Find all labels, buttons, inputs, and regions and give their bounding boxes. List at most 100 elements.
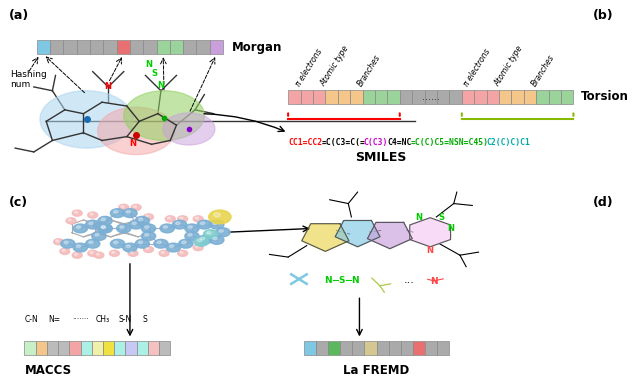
Circle shape <box>200 222 205 225</box>
Bar <box>486 90 499 104</box>
Text: N=: N= <box>48 315 60 324</box>
Circle shape <box>60 248 70 255</box>
Text: N: N <box>157 80 164 90</box>
Text: C(C3): C(C3) <box>364 138 388 147</box>
Bar <box>92 341 103 355</box>
Bar <box>425 341 437 355</box>
Text: Hashing
num: Hashing num <box>10 70 47 89</box>
Bar <box>136 341 148 355</box>
Circle shape <box>92 232 106 241</box>
Circle shape <box>76 226 81 229</box>
Bar <box>183 40 196 54</box>
Circle shape <box>135 239 150 248</box>
Bar <box>50 40 63 54</box>
Circle shape <box>86 220 100 229</box>
Circle shape <box>88 212 98 218</box>
Circle shape <box>131 251 133 253</box>
Circle shape <box>128 250 138 256</box>
Circle shape <box>124 91 204 140</box>
Circle shape <box>145 226 149 229</box>
Text: (a): (a) <box>9 9 29 21</box>
Circle shape <box>193 216 203 222</box>
Circle shape <box>175 222 180 225</box>
Text: N: N <box>324 275 332 284</box>
Circle shape <box>98 217 112 225</box>
Circle shape <box>182 241 186 244</box>
Text: π electrons: π electrons <box>294 47 324 88</box>
Circle shape <box>210 220 224 229</box>
Text: Torsion: Torsion <box>581 90 628 103</box>
Circle shape <box>133 206 136 207</box>
Text: =C(C3=C(=: =C(C3=C(= <box>321 138 365 147</box>
Bar <box>352 341 364 355</box>
Circle shape <box>98 224 112 233</box>
Circle shape <box>94 252 104 258</box>
Polygon shape <box>410 218 451 247</box>
Circle shape <box>109 250 120 256</box>
Bar <box>424 90 437 104</box>
Bar <box>90 40 103 54</box>
Circle shape <box>73 243 88 252</box>
Text: N: N <box>427 246 434 255</box>
Circle shape <box>120 226 124 229</box>
Circle shape <box>180 251 183 253</box>
Circle shape <box>56 240 59 242</box>
Circle shape <box>141 232 156 241</box>
Text: N: N <box>351 275 358 284</box>
Bar <box>387 90 400 104</box>
Circle shape <box>126 245 131 248</box>
Circle shape <box>197 236 211 244</box>
Text: N: N <box>105 82 112 92</box>
Circle shape <box>193 244 203 251</box>
Circle shape <box>121 206 124 207</box>
Bar <box>130 40 143 54</box>
Bar <box>561 90 573 104</box>
Text: CC1=CC2: CC1=CC2 <box>288 138 322 147</box>
Bar <box>63 40 77 54</box>
Bar <box>412 90 424 104</box>
Circle shape <box>135 217 150 225</box>
Bar <box>58 341 69 355</box>
Text: S: S <box>152 69 157 78</box>
Bar <box>350 90 362 104</box>
Circle shape <box>160 224 174 233</box>
Circle shape <box>143 246 154 253</box>
Circle shape <box>138 241 143 244</box>
Circle shape <box>116 224 131 233</box>
Bar <box>524 90 536 104</box>
Bar <box>364 341 376 355</box>
Bar <box>24 341 36 355</box>
Bar <box>103 341 114 355</box>
Circle shape <box>54 239 63 245</box>
Bar <box>36 341 47 355</box>
Bar <box>325 90 338 104</box>
Text: N: N <box>430 277 438 286</box>
Text: (c): (c) <box>9 196 28 209</box>
Bar <box>37 40 50 54</box>
Circle shape <box>138 218 143 221</box>
Text: π electrons: π electrons <box>462 47 492 88</box>
Text: S: S <box>338 275 345 284</box>
Circle shape <box>119 204 129 210</box>
Text: C4=NC: C4=NC <box>387 138 412 147</box>
Bar <box>511 90 524 104</box>
Circle shape <box>178 216 188 222</box>
Circle shape <box>129 220 143 229</box>
Text: MACCS: MACCS <box>24 364 72 377</box>
Circle shape <box>110 209 125 218</box>
Circle shape <box>123 209 137 218</box>
Bar <box>69 341 81 355</box>
Bar <box>437 90 449 104</box>
Bar <box>81 341 92 355</box>
Circle shape <box>209 210 231 224</box>
Bar <box>437 341 449 355</box>
Circle shape <box>146 248 148 249</box>
Bar <box>301 90 313 104</box>
Text: ......: ...... <box>422 92 440 102</box>
Text: Branches: Branches <box>356 53 383 88</box>
Text: C-N: C-N <box>24 315 38 324</box>
Bar <box>116 40 130 54</box>
Text: (d): (d) <box>593 196 614 209</box>
Circle shape <box>145 234 149 236</box>
Circle shape <box>72 252 82 258</box>
